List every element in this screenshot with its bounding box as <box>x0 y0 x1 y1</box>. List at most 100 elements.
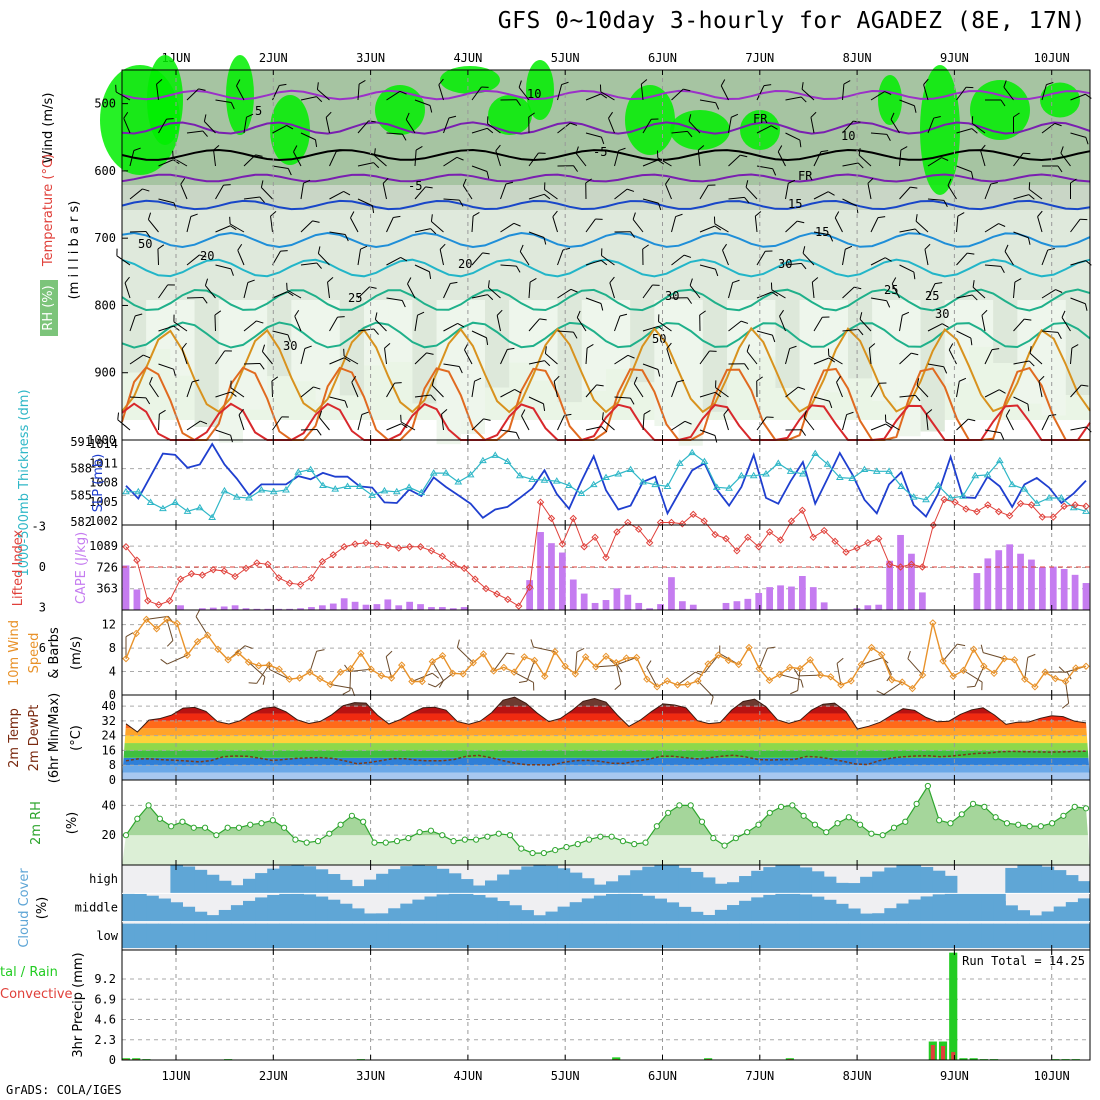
wind-frame <box>121 609 1091 696</box>
rh2m-axis-label-2: (%) <box>65 812 80 835</box>
wind-barb-staff <box>870 257 886 266</box>
temp-axis-label-4: (°C) <box>69 725 84 751</box>
wind-barb <box>430 214 444 233</box>
wind-barb <box>980 144 986 167</box>
wind-barb-staff <box>158 363 174 370</box>
wind-barb <box>129 147 141 167</box>
wind-barb-flag <box>430 394 436 401</box>
wind-barb-flag <box>515 432 520 440</box>
wind-barb-staff <box>357 84 360 101</box>
wind-barb-staff <box>158 159 174 167</box>
wind-barb-flag <box>902 311 910 316</box>
wind-barb-flag <box>688 114 692 122</box>
precip-tick-label: 6.9 <box>94 992 116 1006</box>
wind-barb-flag <box>854 286 862 290</box>
temperature-axis-label: Temperature (°C) <box>41 154 56 267</box>
wind-barb-staff <box>286 289 302 299</box>
wind-barb-flag <box>516 265 521 273</box>
cloud-middle-bar <box>243 900 256 922</box>
wind-barb-staff <box>1013 360 1030 365</box>
wind-barb-flag <box>124 276 130 284</box>
day-label-top: 2JUN <box>259 51 288 65</box>
cape-bar <box>1082 583 1090 610</box>
wind10m-point <box>122 654 130 663</box>
cloud-middle-bar <box>835 903 849 922</box>
cloud-low-bar <box>593 923 607 948</box>
wind-barb-staff <box>180 184 188 200</box>
wind-barb-flag <box>230 268 234 276</box>
cloud-high-bar <box>1017 865 1030 894</box>
wind10m-barb-staff <box>677 671 696 686</box>
wind10m-barb-flag <box>344 664 350 672</box>
wind-barb-flag <box>740 154 748 158</box>
wind-barb <box>528 231 547 245</box>
temp-stripe <box>122 743 1090 751</box>
rh2m-point <box>416 829 423 836</box>
wind-barb-staff <box>441 414 444 431</box>
wind-barb-staff <box>500 264 517 267</box>
wind-barb <box>585 218 603 233</box>
wind-barb-flag <box>553 375 560 382</box>
wind-barb <box>186 379 200 398</box>
wind-barb <box>386 132 407 141</box>
wind-barb-staff <box>689 285 701 299</box>
thickness-point <box>1082 507 1090 514</box>
rh-patch <box>218 300 243 443</box>
lifted-index-point <box>253 559 261 567</box>
wind-barb-staff <box>117 419 131 431</box>
wind10m-barb-flag <box>432 672 439 679</box>
cape-bar <box>1060 568 1068 610</box>
wind-barb-staff <box>870 297 887 302</box>
wind-barb <box>443 281 458 299</box>
wind-barb-flag <box>358 80 366 85</box>
cloud-high-bar <box>678 867 692 894</box>
wind-barb-staff <box>243 154 256 167</box>
cloud-middle-bar <box>1077 898 1091 922</box>
wind-barb <box>181 342 188 365</box>
rh-patch <box>896 300 921 437</box>
wind-barb <box>1061 310 1071 332</box>
cloud-low-bar <box>1077 923 1091 948</box>
wind-barb-staff <box>464 349 473 365</box>
wind-barb-flag <box>797 386 806 390</box>
temp-stripe <box>122 772 1090 780</box>
wind-barb-flag <box>198 88 206 91</box>
wind10m-point <box>295 674 304 682</box>
wind-barb-staff <box>129 315 136 332</box>
wind-barb-staff <box>405 119 416 134</box>
cape-bar <box>646 608 654 610</box>
wind-barb <box>834 211 843 233</box>
contour-label: 30 <box>283 339 297 353</box>
wind10m-barb <box>427 672 454 688</box>
lifted-index-point <box>995 507 1003 516</box>
wind-barb <box>147 212 159 233</box>
wind-barb-flag <box>858 148 861 156</box>
wind-barb-flag <box>156 79 163 85</box>
thickness-point <box>946 494 955 501</box>
wind-barb-flag <box>224 350 232 352</box>
cloud-high-bar <box>412 865 425 894</box>
thickness-point <box>995 456 1004 464</box>
day-label-top: 9JUN <box>940 51 969 65</box>
lifted-index-point <box>787 517 796 525</box>
temp-stripe <box>122 750 1090 758</box>
wind-barb-staff <box>1013 194 1030 200</box>
wind-barb <box>785 179 796 200</box>
wind-barb <box>842 286 862 299</box>
wind-barb <box>500 99 522 106</box>
wind10m-barb <box>342 668 352 695</box>
cape-bar <box>351 601 359 610</box>
wind-barb-staff <box>688 120 701 134</box>
rh2m-point <box>247 821 254 828</box>
lifted-index-point <box>711 530 719 539</box>
wind-barb <box>400 414 416 431</box>
wind-barb-staff <box>243 282 249 299</box>
wind-barb <box>384 343 391 365</box>
wind-barb-flag <box>991 348 1000 351</box>
wind-barb <box>870 382 887 398</box>
wind-barb-staff <box>927 198 944 201</box>
wind-barb-staff <box>386 297 403 301</box>
wind-barb <box>915 214 929 233</box>
thickness-point <box>466 470 475 478</box>
wind-barb <box>215 225 237 233</box>
